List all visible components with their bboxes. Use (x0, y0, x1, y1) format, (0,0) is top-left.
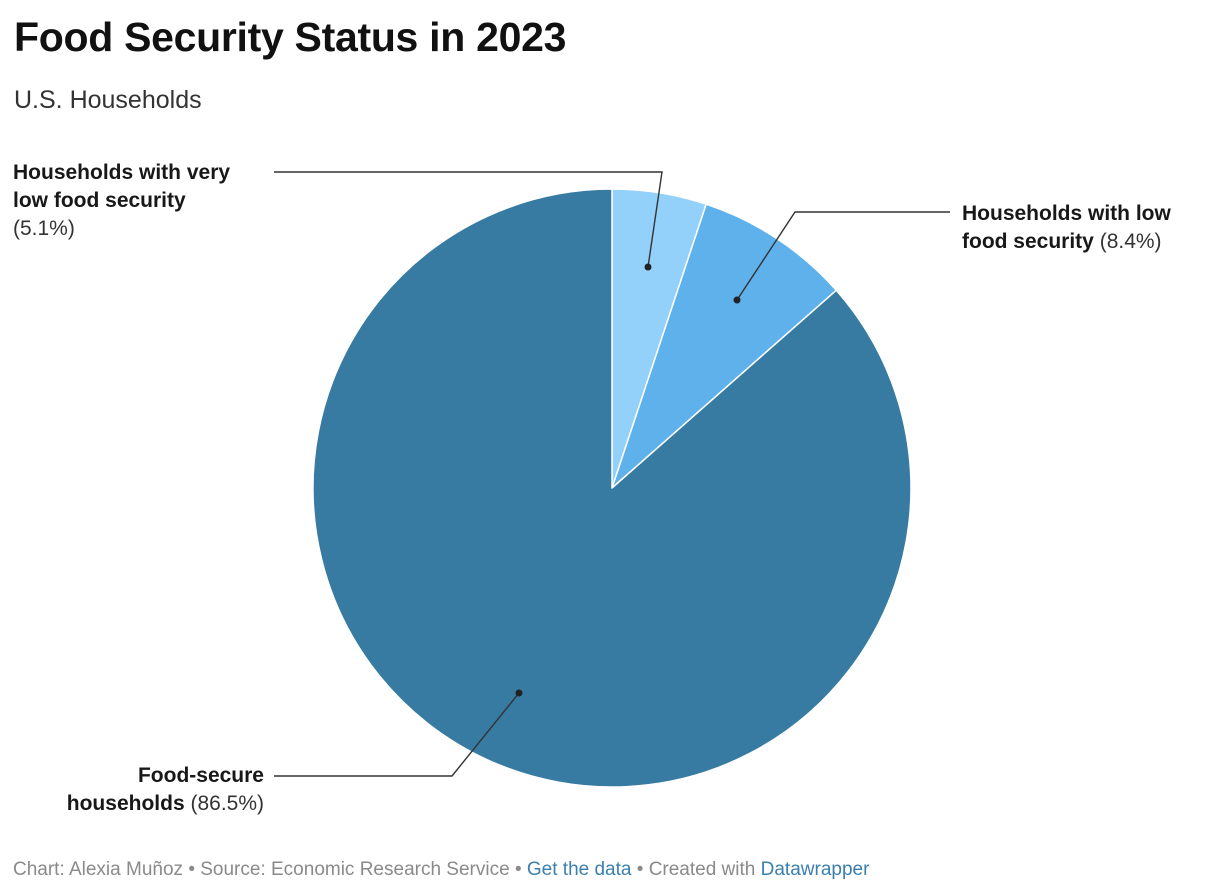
label-very-low-value: (5.1%) (13, 217, 75, 240)
chart-footer: Chart: Alexia Muñoz • Source: Economic R… (13, 859, 869, 881)
label-very-low-name-line2: low food security (13, 189, 186, 212)
label-low-name-line2: food security (962, 230, 1094, 253)
footer-separator: • (188, 859, 195, 880)
label-food-secure: Food-secure households (86.5%) (40, 762, 264, 818)
leader-low-line (736, 211, 950, 301)
leader-very-low-dot (644, 263, 652, 271)
leader-low-dot (733, 296, 741, 304)
get-the-data-link[interactable]: Get the data (526, 859, 632, 880)
label-low-value: (8.4%) (1099, 230, 1162, 253)
chart-title: Food Security Status in 2023 (14, 14, 567, 60)
leader-food-secure-line (274, 692, 520, 777)
pie-slices (312, 188, 912, 788)
leader-lines (274, 171, 950, 777)
footer-source: Source: Economic Research Service (200, 859, 510, 880)
footer-chart-credit: Chart: Alexia Muñoz (13, 859, 184, 880)
label-secure-value: (86.5%) (190, 792, 264, 815)
label-very-low-food-security: Households with very low food security (… (13, 159, 263, 243)
footer-separator: • (514, 859, 522, 880)
chart-subtitle: U.S. Households (14, 86, 202, 114)
label-secure-name-line2: households (66, 792, 185, 815)
leader-very-low-line (274, 171, 663, 268)
label-secure-name-line1: Food-secure (137, 764, 264, 787)
label-low-name-line1: Households with low (962, 202, 1171, 225)
footer-separator: • (636, 859, 644, 880)
datawrapper-link[interactable]: Datawrapper (760, 859, 870, 880)
slice-food-secure (312, 188, 912, 788)
leader-food-secure-dot (515, 689, 523, 697)
label-low-food-security: Households with low food security (8.4%) (962, 200, 1202, 256)
label-very-low-name-line1: Households with very (13, 161, 231, 184)
footer-created-with: Created with (648, 859, 756, 880)
